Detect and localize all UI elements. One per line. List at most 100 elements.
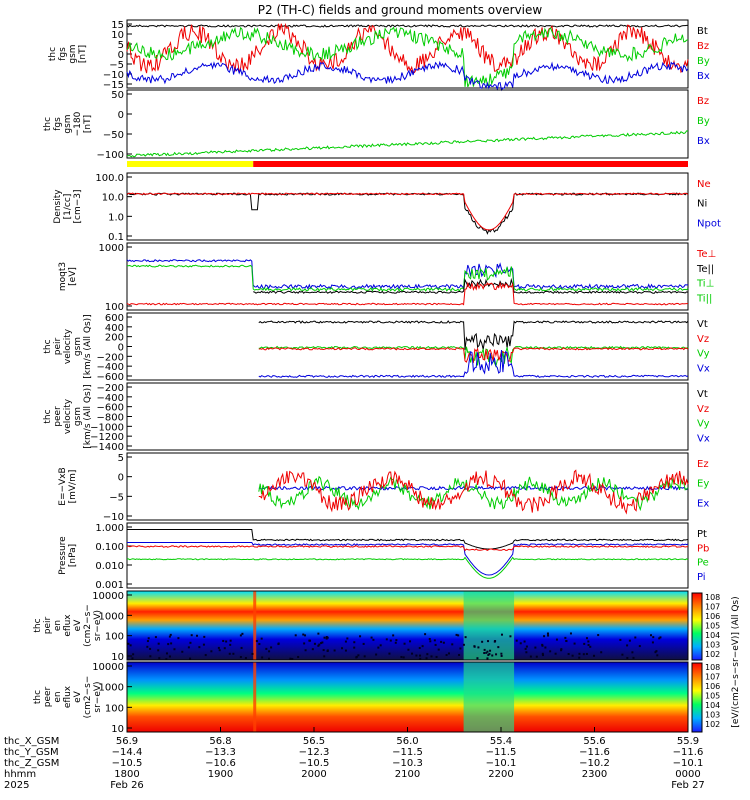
spectrogram-noise xyxy=(146,640,149,643)
x-tick-label: −12.3 xyxy=(299,747,330,758)
series-line xyxy=(126,24,688,28)
spectrogram-noise xyxy=(313,642,316,645)
spectrogram-noise xyxy=(487,653,490,656)
spectrogram-noise xyxy=(628,639,631,642)
spectrogram-noise xyxy=(198,646,201,649)
spectrogram-noise xyxy=(255,640,258,643)
legend-entry: Bz xyxy=(697,96,709,107)
spectrogram-noise xyxy=(333,649,336,652)
spectrogram-noise xyxy=(651,641,654,644)
spectrogram-noise xyxy=(535,655,538,658)
y-axis-label: [nT] xyxy=(78,45,88,63)
y-axis-label: eflux xyxy=(63,685,73,708)
spectrogram-noise xyxy=(177,637,180,640)
spectrogram-noise xyxy=(270,646,273,649)
spectrogram-noise xyxy=(251,652,254,655)
spectrogram-noise xyxy=(440,640,443,643)
y-axis-label: thc xyxy=(43,409,53,423)
spectrogram-noise xyxy=(325,636,328,639)
legend-entry: Pt xyxy=(697,529,707,540)
spectrogram-noise xyxy=(638,645,641,648)
y-tick-label: 0.001 xyxy=(95,580,124,591)
spectrogram-noise xyxy=(565,640,568,643)
y-axis-label: sr−eV) xyxy=(93,681,103,712)
y-tick-label: 5 xyxy=(118,453,124,464)
y-tick-label: −800 xyxy=(97,413,124,424)
x-tick-label: 55.4 xyxy=(490,736,512,747)
legend-entry: Vt xyxy=(697,389,708,400)
spectrogram-noise xyxy=(500,652,503,655)
spectrogram-noise xyxy=(217,646,220,649)
colorbar-tick-label: 107 xyxy=(705,673,720,682)
spectrogram-noise xyxy=(239,656,242,659)
series-line xyxy=(126,259,688,290)
spectrogram-noise xyxy=(418,646,421,649)
spectrogram-noise xyxy=(631,651,634,654)
spectrogram-noise xyxy=(424,633,427,636)
x-tick-label: 56.0 xyxy=(396,736,418,747)
y-axis-label: gsm xyxy=(73,337,83,356)
legend-entry: Bt xyxy=(697,26,708,37)
series-line xyxy=(127,264,689,292)
y-axis-label: thc xyxy=(43,339,53,353)
spectrogram-noise xyxy=(379,644,382,647)
legend-entry: Ex xyxy=(697,498,709,509)
x-tick-label: −10.2 xyxy=(579,758,610,769)
spectrogram-noise xyxy=(323,636,326,639)
legend-entry: By xyxy=(697,116,710,127)
panel-frame xyxy=(126,242,689,311)
spectrogram-mode-line xyxy=(253,662,257,732)
mode-bar-segment xyxy=(253,161,688,167)
spectrogram-noise xyxy=(326,650,329,653)
spectrogram-noise xyxy=(229,639,232,642)
y-axis-label: (cm2−s− xyxy=(83,676,93,719)
y-axis-label: [1/cc] xyxy=(63,194,73,220)
colorbar-tick-label: 103 xyxy=(705,641,720,650)
chart-title: P2 (TH-C) fields and ground moments over… xyxy=(258,3,543,17)
y-axis-label: peer xyxy=(53,406,63,427)
panel-frame xyxy=(126,522,689,589)
spectrogram-noise xyxy=(488,652,491,655)
legend-entry: Te⊥ xyxy=(696,249,716,260)
spectrogram-noise xyxy=(658,637,661,640)
x-tick-label: 1900 xyxy=(208,769,233,780)
colorbar-label: [eV/(cm2−s−sr−eV)] (All Qs) xyxy=(731,596,741,727)
legend-entry: By xyxy=(697,56,710,67)
spectrogram-noise xyxy=(218,649,221,652)
spectrogram-noise xyxy=(546,632,549,635)
spectrogram-noise xyxy=(655,650,658,653)
spectrogram-noise xyxy=(189,657,192,660)
series-line xyxy=(126,22,689,74)
y-axis-label: [nT] xyxy=(83,115,93,133)
y-tick-label: 0.100 xyxy=(95,542,124,553)
x-tick-label: 55.6 xyxy=(583,736,605,747)
y-axis-label: peir xyxy=(43,616,53,634)
colorbar: 1081071061051041031021081071061051041031… xyxy=(691,592,741,733)
spectrogram-noise xyxy=(317,644,320,647)
legend-entry: Npot xyxy=(697,218,721,229)
y-tick-label: −50 xyxy=(103,130,124,141)
series-line xyxy=(258,475,689,512)
spectrogram-noise xyxy=(389,639,392,642)
x-tick-label: 2100 xyxy=(395,769,420,780)
spectrogram-noise xyxy=(187,646,190,649)
spectrogram-noise xyxy=(402,656,405,659)
spectrogram-noise xyxy=(433,639,436,642)
y-tick-label: −1400 xyxy=(90,442,124,453)
mode-bar-segment xyxy=(127,161,254,167)
legend-entry: Ez xyxy=(697,459,709,470)
spectrogram-noise xyxy=(483,648,486,651)
y-axis-label: E=−VxB xyxy=(58,467,68,505)
spectrogram-noise xyxy=(239,634,242,637)
y-axis-label: [km/s (All Qs)] xyxy=(83,384,93,448)
series-line xyxy=(258,347,689,363)
spectrogram-noise xyxy=(240,646,243,649)
spectrogram-noise xyxy=(483,652,486,655)
spectrogram-noise xyxy=(659,636,662,639)
spectrogram-noise xyxy=(477,646,480,649)
spectrogram-noise xyxy=(190,634,193,637)
y-axis-label: en xyxy=(53,620,63,631)
spectrogram-noise xyxy=(464,636,467,639)
spectrogram-noise xyxy=(169,633,172,636)
